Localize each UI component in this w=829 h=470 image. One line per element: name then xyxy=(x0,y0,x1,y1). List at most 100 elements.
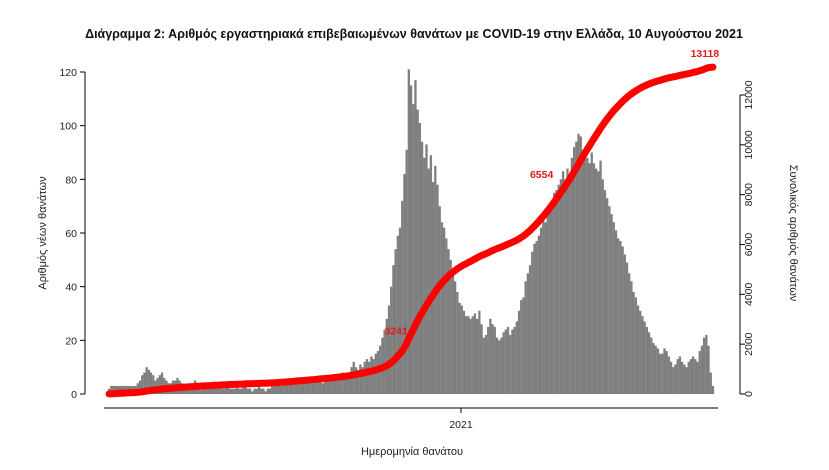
bar xyxy=(290,383,294,394)
bar xyxy=(242,385,245,394)
bar xyxy=(306,383,309,394)
bar xyxy=(240,388,243,394)
bar xyxy=(271,385,274,394)
bar xyxy=(152,375,155,394)
bar xyxy=(213,385,217,394)
bar xyxy=(273,385,276,394)
bar xyxy=(423,157,426,394)
bar xyxy=(392,265,395,394)
bar xyxy=(590,152,593,394)
bar xyxy=(705,334,708,394)
bar xyxy=(456,292,459,394)
bar xyxy=(238,388,241,394)
y-left-tick-label: 60 xyxy=(65,228,77,240)
bar xyxy=(308,380,311,394)
bar xyxy=(227,385,230,394)
bar xyxy=(630,281,633,394)
bar xyxy=(385,318,388,394)
bar xyxy=(674,364,677,394)
bar xyxy=(498,340,501,394)
bar xyxy=(268,388,272,394)
bar xyxy=(557,184,560,394)
bar xyxy=(218,385,221,394)
bar xyxy=(301,380,305,394)
bar xyxy=(368,361,371,394)
bar xyxy=(257,385,261,394)
bar xyxy=(650,337,653,394)
bar xyxy=(330,377,333,394)
bar xyxy=(343,375,347,394)
bar xyxy=(482,337,485,394)
bar xyxy=(639,310,642,394)
bar xyxy=(266,388,269,394)
y-left-tick-label: 80 xyxy=(65,174,77,186)
bar xyxy=(337,380,340,394)
bar xyxy=(317,380,320,394)
bar xyxy=(487,326,490,394)
bar xyxy=(297,380,300,394)
bar xyxy=(319,377,322,394)
bar xyxy=(323,380,327,394)
bar xyxy=(114,385,117,394)
bar xyxy=(315,377,318,394)
bar xyxy=(526,273,529,394)
bar xyxy=(370,356,373,394)
bar xyxy=(277,385,280,394)
bar xyxy=(253,388,256,394)
bar xyxy=(321,383,325,394)
bar xyxy=(566,168,569,394)
bar xyxy=(460,305,463,394)
bar xyxy=(383,329,386,394)
bar xyxy=(517,310,521,394)
bar xyxy=(606,198,609,394)
bar xyxy=(425,144,428,394)
bar xyxy=(156,377,159,394)
bar xyxy=(215,388,219,394)
bar xyxy=(304,383,307,394)
bar xyxy=(667,356,671,394)
y-right-tick-label: 10000 xyxy=(743,130,755,159)
bar xyxy=(550,200,554,394)
y-axis-left-label: Αριθμός νέων θανάτων xyxy=(37,176,49,290)
bar xyxy=(354,367,358,394)
bar xyxy=(310,383,314,394)
bar xyxy=(579,136,582,394)
bar xyxy=(326,380,329,394)
bar xyxy=(617,238,620,394)
bar xyxy=(244,385,247,394)
bar xyxy=(341,372,344,394)
y-right-tick-label: 8000 xyxy=(743,183,755,207)
bar xyxy=(345,372,349,394)
bar xyxy=(546,211,549,394)
bar xyxy=(222,388,225,394)
bar xyxy=(500,337,503,394)
y-right-tick-label: 6000 xyxy=(743,233,755,257)
bar xyxy=(680,361,684,394)
bar xyxy=(614,230,618,394)
bar xyxy=(209,385,212,394)
bar xyxy=(328,380,331,394)
bar xyxy=(348,375,351,394)
bar xyxy=(200,385,203,394)
bar xyxy=(676,359,679,394)
bar xyxy=(350,367,353,394)
bar xyxy=(628,273,631,394)
bar xyxy=(625,262,629,394)
bar xyxy=(641,316,644,394)
bar xyxy=(476,318,479,394)
bar xyxy=(623,254,626,394)
axes-layer: 0 20 40 60 80 100 120 0 2000 4000 6000 8000 10000 120… xyxy=(59,67,755,431)
bar xyxy=(504,329,507,394)
bar xyxy=(143,372,146,394)
bar xyxy=(491,324,494,394)
bar xyxy=(442,227,446,394)
annotations-layer: 13118 6554 3241 xyxy=(384,48,719,337)
bar xyxy=(409,85,413,395)
bar xyxy=(669,361,673,394)
bar xyxy=(685,367,688,394)
y-axis-right-label: Συνολικός αριθμός θανάτων xyxy=(787,165,799,302)
bar xyxy=(608,206,611,394)
bar xyxy=(407,69,410,394)
bar xyxy=(458,302,461,394)
bar xyxy=(136,383,139,394)
